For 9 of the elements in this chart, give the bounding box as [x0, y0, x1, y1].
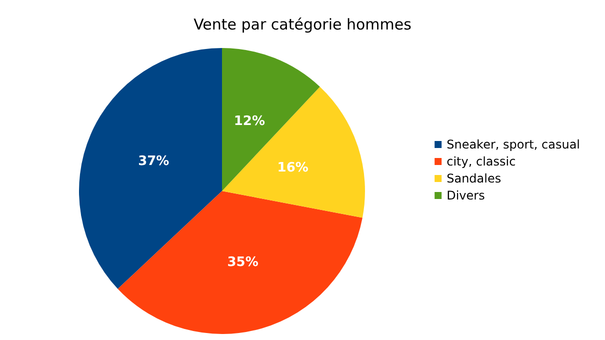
legend-label: city, classic [446, 154, 516, 168]
chart-title: Vente par catégorie hommes [194, 16, 412, 34]
data-label: 37% [138, 154, 170, 169]
legend-label: Sandales [446, 172, 502, 186]
data-label: 16% [277, 160, 308, 176]
legend-label: Sneaker, sport, casual [446, 138, 580, 152]
legend-label: Divers [446, 188, 485, 202]
data-label: 35% [227, 255, 258, 270]
data-label: 12% [234, 114, 265, 130]
